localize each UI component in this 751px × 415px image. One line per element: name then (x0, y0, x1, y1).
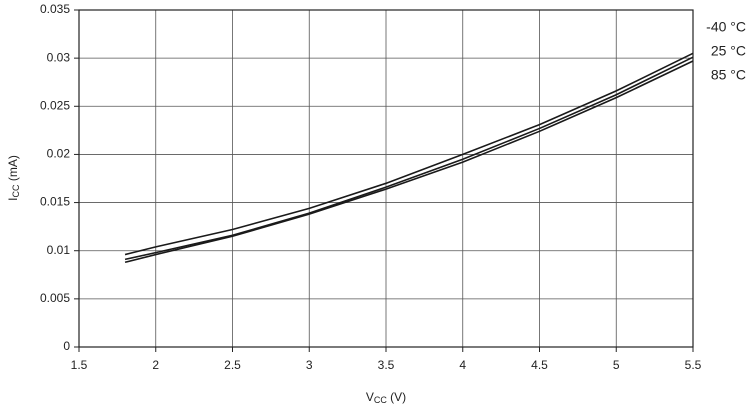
x-label-symbol: V (366, 390, 374, 404)
series-line (124, 56, 694, 261)
y-label-sub: CC (11, 184, 21, 197)
x-tick-label: 2.5 (224, 358, 241, 372)
x-label-unit: (V) (387, 390, 406, 404)
y-tick-label: 0.01 (47, 243, 71, 257)
y-label-unit: (mA) (6, 155, 20, 184)
y-tick-label: 0.005 (40, 291, 70, 305)
x-label-sub: CC (374, 395, 387, 405)
x-tick-label: 3.5 (378, 358, 395, 372)
y-label-symbol: I (6, 197, 20, 200)
x-tick-label: 3 (306, 358, 313, 372)
series-label: 85 °C (711, 67, 746, 83)
series-label: 25 °C (711, 43, 746, 59)
x-tick-label: 5.5 (685, 358, 702, 372)
y-tick-label: 0.015 (40, 195, 70, 209)
x-tick-label: 5 (613, 358, 620, 372)
x-tick-label: 4.5 (531, 358, 548, 372)
series-label: -40 °C (706, 19, 746, 35)
y-tick-label: 0.02 (47, 147, 71, 161)
y-tick-label: 0.035 (40, 2, 70, 16)
x-axis-label: VCC (V) (366, 390, 406, 405)
y-axis-label: ICC (mA) (6, 155, 21, 201)
y-tick-label: 0 (63, 339, 70, 353)
x-tick-label: 2 (152, 358, 159, 372)
x-tick-label: 1.5 (71, 358, 88, 372)
plot-frame (78, 9, 694, 348)
y-tick-label: 0.025 (40, 98, 70, 112)
x-tick-label: 4 (459, 358, 466, 372)
series-line (124, 60, 694, 264)
series-line (124, 52, 694, 256)
y-tick-label: 0.03 (47, 50, 71, 64)
